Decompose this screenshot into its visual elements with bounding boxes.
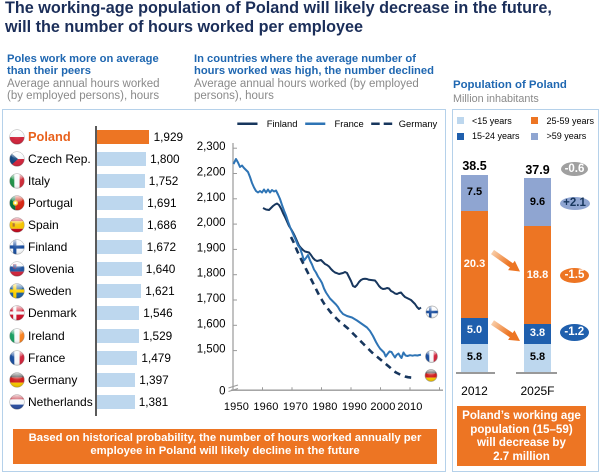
svg-text:1,600: 1,600 [197,318,226,330]
svg-text:2,300: 2,300 [197,141,226,153]
svg-text:2010: 2010 [397,401,422,413]
svg-text:2,000: 2,000 [197,217,226,229]
svg-text:1,700: 1,700 [197,293,226,305]
svg-text:1,500: 1,500 [197,344,226,356]
svg-text:1980: 1980 [312,401,337,413]
svg-text:1950: 1950 [224,401,249,413]
svg-text:France: France [335,118,364,129]
svg-text:2,200: 2,200 [197,167,226,179]
svg-text:2000: 2000 [370,401,395,413]
svg-text:1,900: 1,900 [197,242,226,254]
svg-text:1,800: 1,800 [197,268,226,280]
svg-text:1990: 1990 [342,401,367,413]
svg-text:Finland: Finland [267,118,298,129]
svg-text:0: 0 [219,386,225,398]
svg-text:2,100: 2,100 [197,192,226,204]
svg-text:1960: 1960 [253,401,278,413]
svg-text:Germany: Germany [399,118,438,129]
svg-text:1970: 1970 [283,401,308,413]
